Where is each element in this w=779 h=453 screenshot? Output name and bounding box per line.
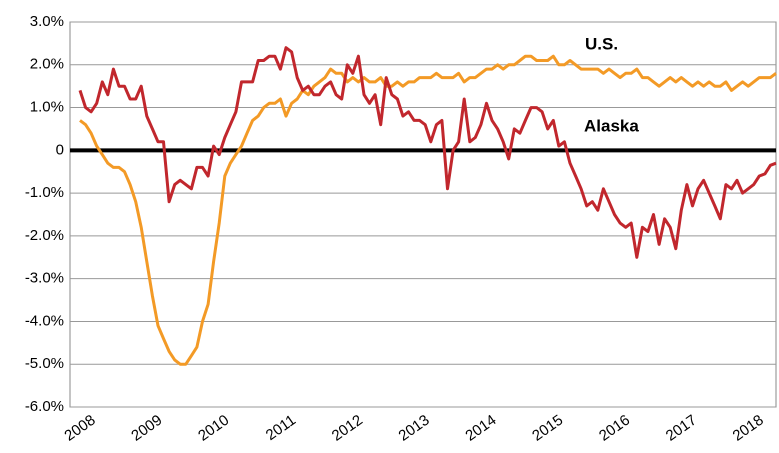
x-tick-label: 2016 <box>596 412 633 445</box>
x-tick-label: 2014 <box>462 412 499 445</box>
x-tick-label: 2010 <box>195 412 232 445</box>
y-tick-label: 3.0% <box>30 13 64 30</box>
y-tick-label: -1.0% <box>25 184 64 201</box>
x-tick-label: 2012 <box>329 412 366 445</box>
x-tick-label: 2017 <box>663 412 700 445</box>
series-line <box>78 46 777 259</box>
x-tick-label: 2015 <box>529 412 566 445</box>
series-annotation: U.S. <box>585 34 618 53</box>
plot-frame <box>69 21 777 408</box>
x-tick-label: 2013 <box>396 412 433 445</box>
series-annotation: Alaska <box>584 116 639 135</box>
y-tick-label: -5.0% <box>25 355 64 372</box>
y-tick-label: 1.0% <box>30 99 64 116</box>
y-tick-label: -6.0% <box>25 398 64 415</box>
x-tick-label: 2011 <box>263 412 299 444</box>
x-tick-label: 2018 <box>730 412 767 445</box>
x-tick-label: 2009 <box>128 412 165 445</box>
y-tick-label: -4.0% <box>25 312 64 329</box>
y-tick-label: -2.0% <box>25 227 64 244</box>
y-tick-label: 0 <box>56 141 64 158</box>
y-tick-label: 2.0% <box>30 56 64 73</box>
y-tick-label: -3.0% <box>25 270 64 287</box>
series-line <box>79 54 777 366</box>
x-tick-label: 2008 <box>61 412 98 445</box>
